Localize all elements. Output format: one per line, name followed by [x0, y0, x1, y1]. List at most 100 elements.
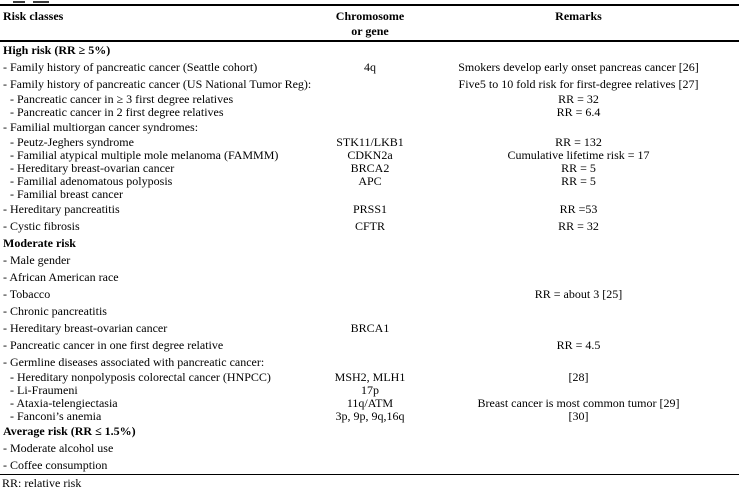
risk-class-cell: - Pancreatic cancer in one first degree … — [3, 338, 224, 352]
gene-cell — [300, 188, 440, 201]
gene-cell — [300, 286, 440, 303]
table-row: - Moderate alcohol use — [0, 440, 739, 457]
risk-class-cell: - Pancreatic cancer in ≥ 3 first degree … — [10, 92, 234, 106]
risk-class-cell: - Cystic fibrosis — [3, 219, 80, 233]
remark-cell: Smokers develop early onset pancreas can… — [458, 60, 699, 74]
table-header: Risk classes Chromosome or gene Remarks — [0, 6, 739, 40]
table-row: - Hereditary breast-ovarian cancer BRCA1 — [0, 320, 739, 337]
gene-cell: CDKN2a — [347, 148, 393, 162]
table-row: - Tobacco RR = about 3 [25] — [0, 286, 739, 303]
remark-cell — [440, 252, 739, 269]
header-chromosome-line1: Chromosome — [335, 9, 405, 23]
table-row: - Familial multiorgan cancer syndromes: — [0, 119, 739, 136]
remark-cell: RR = 5 — [561, 174, 596, 188]
table-row: - Familial adenomatous polyposis APC RR … — [0, 175, 739, 188]
gene-cell: PRSS1 — [352, 202, 388, 216]
table-row: - Hereditary breast-ovarian cancer BRCA2… — [0, 162, 739, 175]
table-row: - Li-Fraumeni 17p — [0, 384, 739, 397]
remark-cell — [440, 42, 739, 59]
header-risk-classes: Risk classes — [3, 9, 64, 23]
risk-class-cell: - Tobacco — [3, 287, 51, 301]
gene-cell — [300, 252, 440, 269]
footnote: RR: relative risk — [2, 476, 82, 490]
gene-cell: BRCA1 — [350, 321, 390, 335]
risk-class-cell: - Germline diseases associated with panc… — [3, 355, 265, 369]
risk-class-cell: - Hereditary nonpolyposis colorectal can… — [10, 370, 271, 384]
header-remarks: Remarks — [555, 9, 602, 23]
risk-class-cell: - Familial multiorgan cancer syndromes: — [3, 120, 199, 134]
table-row: - Peutz-Jeghers syndrome STK11/LKB1 RR =… — [0, 136, 739, 149]
risk-class-cell: - African American race — [3, 270, 119, 284]
risk-class-cell: - Hereditary pancreatitis — [3, 202, 120, 216]
table-row: - Family history of pancreatic cancer (S… — [0, 59, 739, 76]
gene-cell — [300, 119, 440, 136]
remark-cell: [30] — [568, 409, 589, 423]
header-chromosome-line2: or gene — [351, 24, 389, 38]
remark-cell: RR = about 3 [25] — [534, 287, 623, 301]
risk-class-cell: - Li-Fraumeni — [10, 383, 78, 397]
remark-cell — [440, 269, 739, 286]
gene-cell — [300, 76, 440, 93]
risk-class-cell: - Familial adenomatous polyposis — [10, 174, 173, 188]
gene-cell — [300, 423, 440, 440]
remark-cell: RR = 132 — [555, 135, 602, 149]
gene-cell — [300, 337, 440, 354]
gene-cell: STK11/LKB1 — [336, 135, 404, 149]
table-row: - Hereditary nonpolyposis colorectal can… — [0, 371, 739, 384]
remark-cell: [28] — [568, 370, 589, 384]
remark-cell: Breast cancer is most common tumor [29] — [477, 396, 680, 410]
table-row: - Familial breast cancer — [0, 188, 739, 201]
gene-cell: 3p, 9p, 9q,16q — [335, 409, 405, 423]
risk-class-cell: - Moderate alcohol use — [3, 441, 114, 455]
risk-class-cell: - Peutz-Jeghers syndrome — [10, 135, 134, 149]
gene-cell: 4q — [364, 60, 376, 74]
risk-class-cell: - Familial atypical multiple mole melano… — [10, 148, 279, 162]
table-row: High risk (RR ≥ 5%) — [0, 42, 739, 59]
risk-class-cell: - Coffee consumption — [3, 458, 108, 472]
table-row: Moderate risk — [0, 235, 739, 252]
remark-cell — [440, 235, 739, 252]
gene-cell: 11q/ATM — [346, 396, 394, 410]
remark-cell: RR = 6.4 — [556, 105, 601, 119]
table-row: - Pancreatic cancer in ≥ 3 first degree … — [0, 93, 739, 106]
gene-cell: 17p — [361, 383, 379, 397]
table-row: - Pancreatic cancer in 2 first degree re… — [0, 106, 739, 119]
gene-cell — [300, 235, 440, 252]
gene-cell — [300, 303, 440, 320]
table-row: - Hereditary pancreatitis PRSS1 RR =53 — [0, 201, 739, 218]
risk-class-cell: - Fanconi’s anemia — [10, 409, 102, 423]
gene-cell: CFTR — [354, 219, 385, 233]
gene-cell — [300, 269, 440, 286]
risk-class-cell: - Family history of pancreatic cancer (S… — [3, 60, 258, 74]
gene-cell: MSH2, MLH1 — [334, 370, 406, 384]
gene-cell — [300, 457, 440, 474]
header-chromosome-or-gene: Chromosome or gene — [300, 9, 440, 40]
risk-class-cell: - Family history of pancreatic cancer (U… — [3, 77, 312, 91]
gene-cell — [300, 93, 440, 106]
gene-cell — [300, 354, 440, 371]
table-row: - Familial atypical multiple mole melano… — [0, 149, 739, 162]
remark-cell — [440, 119, 739, 136]
gene-cell: APC — [358, 174, 382, 188]
table-body: High risk (RR ≥ 5%) - Family history of … — [0, 42, 739, 474]
table-row: - Germline diseases associated with panc… — [0, 354, 739, 371]
table-row: - African American race — [0, 269, 739, 286]
gene-cell — [300, 440, 440, 457]
table-row: Average risk (RR ≤ 1.5%) — [0, 423, 739, 440]
remark-cell — [440, 440, 739, 457]
gene-cell — [300, 42, 440, 59]
remark-cell: RR =53 — [559, 202, 598, 216]
remark-cell — [440, 320, 739, 337]
caption-remnant — [0, 0, 739, 4]
remark-cell — [440, 188, 739, 201]
risk-class-cell: High risk (RR ≥ 5%) — [3, 43, 111, 57]
table-row: - Coffee consumption — [0, 457, 739, 474]
top-rule — [0, 4, 739, 6]
gene-cell: BRCA2 — [350, 161, 390, 175]
risk-class-cell: - Ataxia-telengiectasia — [10, 396, 118, 410]
remark-cell: Five5 to 10 fold risk for first-degree r… — [458, 77, 699, 91]
table-row: - Pancreatic cancer in one first degree … — [0, 337, 739, 354]
remark-cell: Cumulative lifetime risk = 17 — [507, 148, 650, 162]
risk-class-cell: Average risk (RR ≤ 1.5%) — [3, 424, 136, 438]
